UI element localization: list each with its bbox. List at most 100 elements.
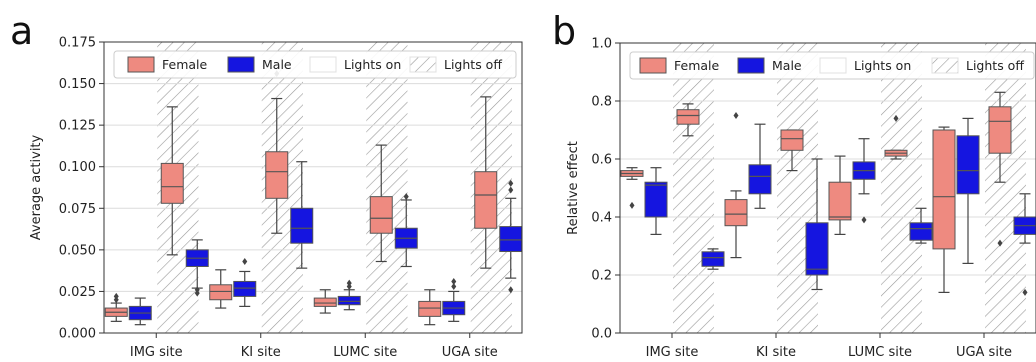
legend-label: Male: [262, 57, 292, 72]
y-tick-label: 0.050: [59, 243, 96, 258]
outlier-marker: [893, 114, 899, 122]
box-male-lights-on: [442, 277, 466, 322]
box-iqr: [956, 135, 980, 195]
lights-off-region: [366, 42, 408, 333]
box-iqr: [290, 207, 314, 244]
box-iqr: [988, 106, 1012, 154]
y-tick-label: 0.2: [591, 269, 612, 284]
box-iqr: [780, 129, 804, 151]
outlier-marker: [403, 193, 409, 201]
y-tick-label: 0.0: [591, 327, 612, 342]
lights-off-region: [881, 43, 922, 333]
y-tick-label: 0.125: [59, 119, 96, 134]
legend-swatch-lights-on: [309, 56, 337, 73]
legend-swatch-lights-off: [931, 57, 959, 74]
box-iqr: [209, 284, 233, 301]
y-tick-label: 0.025: [59, 285, 96, 300]
legend-swatch-lights-on: [819, 57, 847, 74]
x-tick-label: IMG site: [130, 345, 183, 360]
box-iqr: [748, 164, 772, 195]
outlier-marker: [629, 201, 635, 209]
box-female-lights-off: [780, 129, 804, 172]
y-tick-label: 0.8: [591, 95, 612, 110]
box-iqr: [418, 300, 442, 317]
y-tick-label: 1.0: [591, 37, 612, 52]
box-female-lights-on: [620, 167, 644, 209]
legend-label: Female: [674, 58, 720, 73]
outlier-marker: [346, 279, 352, 287]
box-iqr: [676, 109, 700, 125]
box-female-lights-on: [104, 292, 128, 322]
box-female-lights-on: [932, 126, 956, 293]
legend-swatch-female: [639, 57, 667, 74]
outlier-marker: [194, 286, 200, 294]
box-female-lights-off: [160, 106, 184, 256]
box-male-lights-off: [499, 179, 523, 294]
box-male-lights-off: [290, 161, 314, 269]
box-female-lights-on: [418, 289, 442, 326]
legend-label: Lights off: [444, 57, 502, 72]
legend-swatch-male: [737, 57, 765, 74]
box-iqr: [474, 171, 498, 229]
legend-label: Lights on: [854, 58, 911, 73]
y-tick-label: 0.000: [59, 327, 96, 342]
box-iqr: [644, 181, 668, 218]
box-male-lights-on: [644, 167, 668, 235]
box-female-lights-off: [265, 70, 289, 234]
legend: Female Male Lights on Lights off: [113, 50, 517, 79]
outlier-marker: [451, 277, 457, 285]
outlier-marker: [508, 286, 514, 294]
outlier-marker: [451, 282, 457, 290]
box-iqr: [805, 222, 829, 276]
box-male-lights-on: [956, 117, 980, 264]
box-iqr: [265, 151, 289, 199]
box-female-lights-on: [724, 112, 748, 259]
box-iqr: [909, 222, 933, 241]
x-tick-label: UGA site: [956, 345, 1012, 360]
x-tick-label: IMG site: [646, 345, 699, 360]
legend-swatch-female: [127, 56, 155, 73]
legend-label: Lights off: [966, 58, 1024, 73]
box-male-lights-on: [748, 123, 772, 209]
outlier-marker: [508, 186, 514, 194]
box-male-lights-off: [185, 239, 209, 297]
outlier-marker: [242, 257, 248, 265]
box-male-lights-on: [128, 297, 152, 326]
box-iqr: [233, 280, 257, 297]
y-tick-label: 0.100: [59, 160, 96, 175]
box-male-lights-on: [852, 138, 876, 224]
legend-label: Lights on: [344, 57, 401, 72]
box-male-lights-on: [337, 279, 361, 311]
box-female-lights-on: [209, 269, 233, 309]
box-female-lights-on: [313, 289, 337, 314]
x-tick-label: UGA site: [442, 345, 498, 360]
y-tick-label: 0.150: [59, 77, 96, 92]
x-tick-label: KI site: [241, 345, 281, 360]
y-tick-label: 0.4: [591, 211, 612, 226]
outlier-marker: [997, 239, 1003, 247]
plot-frame: [619, 42, 1036, 334]
plot-frame: [103, 41, 523, 334]
x-tick-label: KI site: [756, 345, 796, 360]
panel-letter-b: b: [552, 9, 576, 53]
box-iqr: [828, 181, 852, 221]
box-iqr: [313, 297, 337, 307]
legend: Female Male Lights on Lights off: [629, 51, 1035, 80]
y-axis-label: Average activity: [29, 134, 44, 240]
x-tick-label: LUMC site: [848, 345, 912, 360]
box-female-lights-off: [676, 103, 700, 137]
box-iqr: [701, 251, 725, 267]
y-tick-label: 0.6: [591, 153, 612, 168]
box-female-lights-off: [474, 96, 498, 269]
y-axis-label: Relative effect: [566, 141, 581, 235]
lights-off-region: [673, 43, 714, 333]
box-iqr: [160, 162, 184, 204]
box-male-lights-on: [233, 257, 257, 307]
box-female-lights-off: [988, 91, 1012, 247]
outlier-marker: [861, 216, 867, 224]
legend-swatch-lights-off: [409, 56, 437, 73]
outlier-marker: [508, 179, 514, 187]
y-tick-label: 0.175: [59, 36, 96, 51]
box-male-lights-off: [909, 207, 933, 244]
box-male-lights-off: [394, 193, 418, 268]
